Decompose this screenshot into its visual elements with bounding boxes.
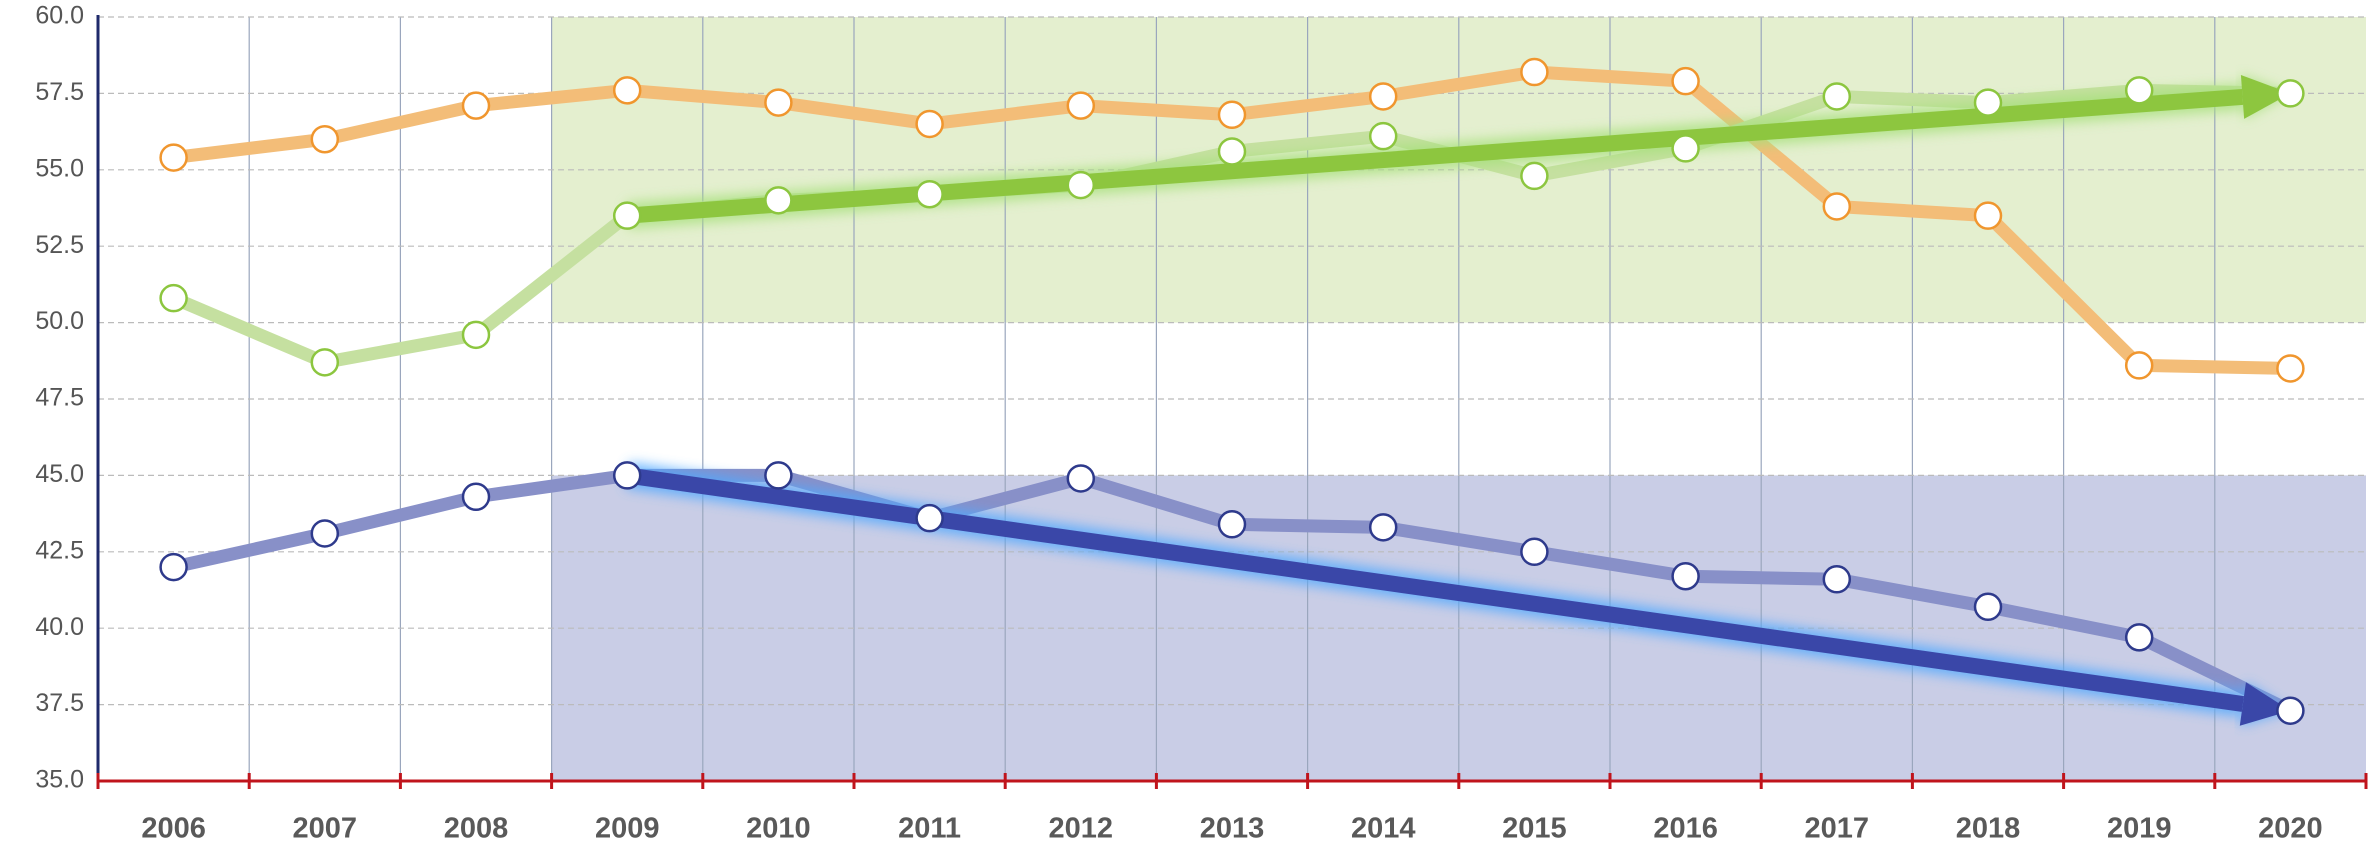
trend-line	[626, 467, 2244, 712]
marker	[915, 179, 944, 209]
marker	[915, 109, 944, 139]
marker	[2276, 696, 2305, 725]
marker	[1822, 82, 1852, 111]
x-tick-label: 2015	[1502, 813, 1567, 845]
marker	[159, 143, 188, 172]
trend-head	[2239, 682, 2291, 726]
y-tick-label: 57.5	[35, 78, 84, 106]
marker	[461, 91, 491, 120]
x-tick-label: 2009	[595, 813, 660, 845]
x-tick-label: 2006	[141, 813, 206, 845]
trend-line	[626, 88, 2244, 224]
marker	[1217, 510, 1247, 539]
trend-arrow	[626, 74, 2291, 229]
marker	[612, 461, 642, 490]
y-tick-label: 47.5	[35, 384, 84, 412]
marker	[612, 76, 642, 105]
marker	[2124, 76, 2154, 105]
marker	[1066, 170, 1096, 200]
y-tick-label: 55.0	[35, 154, 84, 182]
marker	[1671, 134, 1700, 163]
marker	[310, 348, 340, 377]
marker	[1520, 57, 1549, 87]
marker	[461, 320, 491, 350]
x-tick-label: 2008	[444, 813, 509, 845]
marker	[1368, 82, 1398, 111]
marker	[310, 124, 340, 154]
y-tick-label: 45.0	[35, 460, 84, 488]
x-tick-label: 2020	[2258, 813, 2323, 845]
marker	[1217, 100, 1247, 130]
marker	[1066, 91, 1096, 120]
y-tick-label: 37.5	[35, 689, 84, 717]
x-tick-label: 2014	[1351, 813, 1416, 845]
marker	[915, 503, 944, 533]
x-tick-label: 2011	[898, 813, 961, 845]
x-tick-label: 2018	[1956, 813, 2021, 845]
marker	[461, 482, 491, 512]
marker	[612, 201, 642, 230]
x-tick-label: 2016	[1653, 813, 1718, 845]
marker	[159, 552, 188, 582]
marker	[2124, 623, 2154, 652]
x-tick-label: 2010	[746, 813, 811, 845]
trend-head	[2240, 74, 2291, 119]
y-tick-label: 52.5	[35, 231, 84, 259]
x-tick-label: 2013	[1200, 813, 1265, 845]
marker	[2124, 351, 2154, 380]
marker	[1520, 537, 1549, 567]
marker	[1520, 161, 1549, 191]
marker	[764, 88, 793, 117]
y-tick-label: 35.0	[35, 766, 84, 794]
marker	[1368, 513, 1398, 542]
marker	[764, 461, 793, 490]
marker	[1973, 592, 2003, 622]
x-tick-label: 2012	[1049, 813, 1114, 845]
trend-arrow	[625, 462, 2291, 726]
y-tick-label: 50.0	[35, 307, 84, 335]
marker	[1671, 561, 1700, 591]
marker	[1368, 121, 1398, 151]
x-tick-label: 2007	[293, 813, 358, 845]
marker	[1822, 192, 1852, 221]
marker	[1217, 137, 1247, 166]
marker	[1671, 66, 1700, 96]
marker	[1066, 464, 1096, 493]
marker	[310, 519, 340, 548]
y-tick-label: 40.0	[35, 613, 84, 641]
x-tick-label: 2017	[1805, 813, 1870, 845]
x-tick-label: 2019	[2107, 813, 2172, 845]
marker	[2276, 79, 2305, 108]
marker	[1973, 201, 2003, 230]
y-tick-label: 42.5	[35, 536, 84, 564]
marker	[2276, 354, 2305, 383]
marker	[764, 186, 793, 215]
marker	[1973, 88, 2003, 117]
y-tick-label: 60.0	[35, 2, 84, 30]
marker	[1822, 565, 1852, 594]
marker	[159, 283, 188, 313]
